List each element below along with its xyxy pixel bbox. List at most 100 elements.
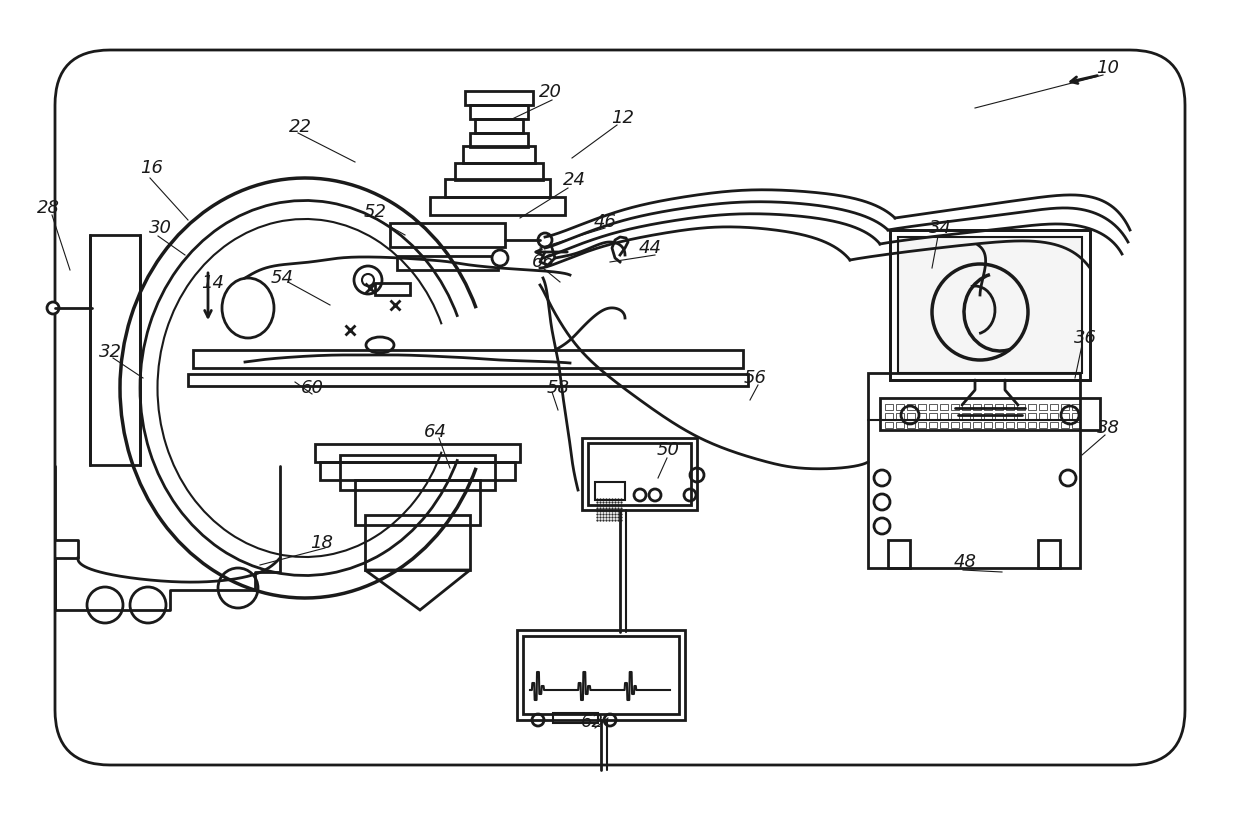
Bar [91, 235, 140, 465]
Bar [1028, 413, 1035, 419]
Bar [994, 404, 1003, 410]
Bar [517, 630, 684, 720]
Text: 28: 28 [36, 199, 60, 217]
Bar [445, 179, 551, 197]
Bar [951, 404, 959, 410]
Bar [885, 413, 893, 419]
Bar [885, 422, 893, 428]
Circle shape [538, 233, 552, 247]
Bar [1061, 404, 1069, 410]
Text: 30: 30 [149, 219, 171, 237]
Bar [985, 404, 992, 410]
Bar [588, 443, 691, 505]
Bar [1039, 413, 1047, 419]
Circle shape [362, 274, 374, 286]
Bar [973, 422, 981, 428]
Text: 36: 36 [1074, 329, 1096, 347]
Bar [193, 350, 743, 368]
Bar [918, 404, 926, 410]
Bar [985, 422, 992, 428]
Text: 54: 54 [270, 269, 294, 287]
Bar [1017, 422, 1025, 428]
Bar [994, 422, 1003, 428]
Text: 24: 24 [563, 171, 585, 189]
Bar [455, 163, 543, 180]
Bar [1050, 413, 1058, 419]
Bar [463, 146, 534, 163]
Bar [1006, 404, 1014, 410]
Bar [929, 422, 937, 428]
Text: 32: 32 [98, 343, 122, 361]
Circle shape [901, 406, 919, 424]
Bar [523, 636, 680, 714]
Bar [985, 413, 992, 419]
Bar [897, 404, 904, 410]
Text: 64: 64 [424, 423, 446, 441]
Bar [1006, 422, 1014, 428]
Bar [430, 197, 565, 215]
Bar [897, 413, 904, 419]
Bar [929, 413, 937, 419]
Bar [188, 374, 748, 386]
Bar [470, 133, 528, 147]
Text: 46: 46 [594, 213, 616, 231]
Bar [962, 404, 970, 410]
Text: 22: 22 [289, 118, 311, 136]
Text: 10: 10 [1096, 59, 1120, 77]
Text: 44: 44 [639, 239, 661, 257]
Bar [595, 482, 625, 500]
Bar [320, 462, 515, 480]
Bar [1073, 404, 1080, 410]
Bar [1073, 422, 1080, 428]
Circle shape [1061, 406, 1079, 424]
Bar [1039, 404, 1047, 410]
Text: 38: 38 [1096, 419, 1120, 437]
Text: 14: 14 [201, 274, 224, 292]
Text: 62: 62 [580, 713, 604, 731]
Bar [582, 438, 697, 510]
Bar [315, 444, 520, 462]
Bar [906, 422, 915, 428]
Bar [868, 373, 1080, 568]
Bar [1039, 422, 1047, 428]
Bar [1028, 404, 1035, 410]
Bar [1050, 422, 1058, 428]
Text: 48: 48 [954, 553, 977, 571]
Bar [1038, 540, 1060, 568]
Bar [918, 413, 926, 419]
Bar [475, 119, 523, 133]
Bar [951, 422, 959, 428]
Bar [470, 105, 528, 119]
Bar [994, 413, 1003, 419]
Bar [890, 230, 1090, 380]
Bar [880, 398, 1100, 430]
Bar [973, 413, 981, 419]
Bar [918, 422, 926, 428]
Bar [940, 404, 949, 410]
Bar [906, 413, 915, 419]
Text: 50: 50 [656, 441, 680, 459]
Bar [897, 422, 904, 428]
Bar [898, 237, 1083, 373]
Bar [929, 404, 937, 410]
Bar [1061, 422, 1069, 428]
Bar [940, 422, 949, 428]
Bar [1017, 413, 1025, 419]
Circle shape [47, 302, 60, 314]
Bar [973, 404, 981, 410]
Bar [355, 480, 480, 525]
Bar [1017, 404, 1025, 410]
Text: 34: 34 [929, 219, 951, 237]
Text: 60: 60 [300, 379, 324, 397]
Text: 56: 56 [744, 369, 766, 387]
Bar [951, 413, 959, 419]
Bar [906, 404, 915, 410]
Bar [553, 713, 598, 723]
Circle shape [492, 250, 508, 266]
Bar [465, 91, 533, 105]
Bar [1006, 413, 1014, 419]
Text: 66: 66 [532, 253, 554, 271]
Bar [391, 223, 505, 247]
Bar [962, 413, 970, 419]
Text: 12: 12 [611, 109, 635, 127]
